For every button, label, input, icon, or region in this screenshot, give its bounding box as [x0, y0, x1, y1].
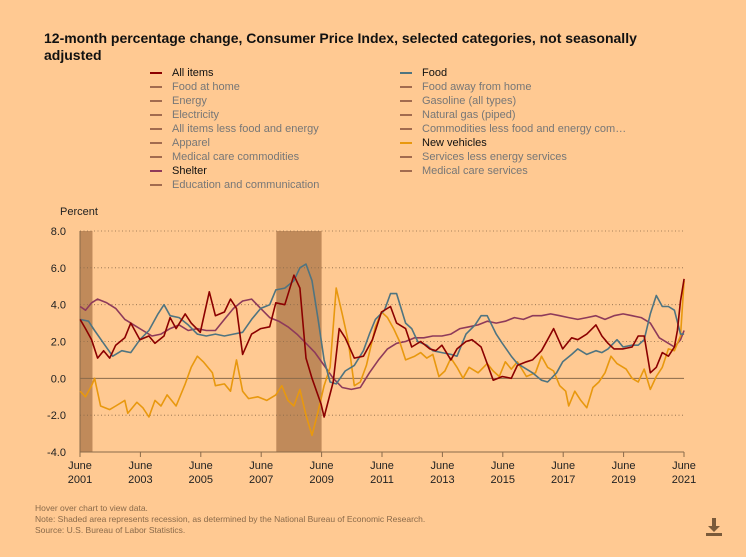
legend-label: Services less energy services — [422, 151, 567, 163]
legend-swatch — [150, 156, 162, 158]
legend-label: All items less food and energy — [172, 123, 319, 135]
x-tick-label-month: June — [370, 460, 394, 472]
footer-source: Source: U.S. Bureau of Labor Statistics. — [35, 525, 186, 535]
legend-item-commodities-less-food-and-energy-com[interactable]: Commodities less food and energy com… — [400, 122, 626, 136]
y-tick-label: 8.0 — [51, 226, 66, 238]
chart-title: 12-month percentage change, Consumer Pri… — [44, 30, 637, 63]
x-tick-label-year: 2021 — [672, 474, 696, 486]
legend-label: Medical care commodities — [172, 151, 300, 163]
y-tick-label: 2.0 — [51, 337, 66, 349]
legend-swatch — [150, 114, 162, 116]
x-tick-label-month: June — [430, 460, 454, 472]
x-tick-label-month: June — [128, 460, 152, 472]
legend-label: Commodities less food and energy com… — [422, 123, 627, 135]
x-tick-label-month: June — [68, 460, 92, 472]
legend-item-energy[interactable]: Energy — [150, 94, 319, 108]
legend-swatch — [150, 86, 162, 88]
legend-item-medical-care-commodities[interactable]: Medical care commodities — [150, 150, 319, 164]
legend-item-medical-care-services[interactable]: Medical care services — [400, 164, 626, 178]
legend-label: Medical care services — [422, 165, 528, 177]
x-tick-label-month: June — [551, 460, 575, 472]
x-tick-label-month: June — [249, 460, 273, 472]
footer-hover-hint: Hover over chart to view data. — [35, 503, 148, 513]
gridlines — [80, 230, 684, 416]
legend-swatch — [150, 72, 162, 74]
legend-label: All items — [172, 67, 214, 79]
x-tick-label-year: 2003 — [128, 474, 152, 486]
legend-column-right: Food Food away from home Gasoline (all typ… — [400, 66, 626, 178]
legend-item-food-at-home[interactable]: Food at home — [150, 80, 319, 94]
x-tick-label-year: 2015 — [491, 474, 515, 486]
legend-swatch — [150, 142, 162, 144]
legend-item-natural-gas-piped[interactable]: Natural gas (piped) — [400, 108, 626, 122]
legend-swatch — [150, 184, 162, 186]
legend-item-food[interactable]: Food — [400, 66, 626, 80]
legend-swatch — [150, 100, 162, 102]
legend-label: Natural gas (piped) — [422, 109, 516, 121]
legend-item-all-items[interactable]: All items — [150, 66, 319, 80]
recession-bands — [80, 231, 322, 452]
y-tick-label: -4.0 — [47, 447, 66, 459]
legend-label: Food at home — [172, 81, 240, 93]
legend-swatch — [150, 170, 162, 172]
legend-swatch — [150, 128, 162, 130]
legend-swatch — [400, 100, 412, 102]
x-tick-label-year: 2005 — [189, 474, 213, 486]
series-line-new-vehicles[interactable] — [79, 280, 685, 437]
line-chart[interactable]: 8.06.04.02.00.0-2.0-4.0June2001June2003J… — [0, 0, 746, 500]
recession-band — [80, 231, 93, 452]
x-tick-label-year: 2011 — [370, 474, 394, 486]
legend-swatch — [400, 156, 412, 158]
legend-swatch — [400, 114, 412, 116]
x-tick-label-year: 2009 — [309, 474, 333, 486]
x-tick-label-year: 2013 — [430, 474, 454, 486]
legend-swatch — [400, 170, 412, 172]
series-line-all-items[interactable] — [79, 274, 685, 418]
series-line-food[interactable] — [79, 263, 685, 385]
legend-label: Food — [422, 67, 448, 79]
x-tick-label-year: 2019 — [611, 474, 635, 486]
legend-column-left: All items Food at home Energy Electricity Al… — [150, 66, 319, 192]
x-tick-label-month: June — [310, 460, 334, 472]
axes: 8.06.04.02.00.0-2.0-4.0June2001June2003J… — [47, 226, 696, 486]
legend-label: New vehicles — [422, 137, 487, 149]
footer-notes: Hover over chart to view data. Note: Sha… — [35, 503, 425, 536]
legend-label: Energy — [172, 95, 207, 107]
x-tick-label-month: June — [612, 460, 636, 472]
series-lines[interactable] — [79, 263, 685, 437]
legend-swatch — [400, 72, 412, 74]
legend-item-gasoline-all-types[interactable]: Gasoline (all types) — [400, 94, 626, 108]
legend-swatch — [400, 142, 412, 144]
y-tick-label: 4.0 — [51, 300, 66, 312]
y-tick-label: -2.0 — [47, 410, 66, 422]
x-tick-label-year: 2007 — [249, 474, 273, 486]
x-tick-label-month: June — [491, 460, 515, 472]
legend-swatch — [400, 128, 412, 130]
x-tick-label-year: 2017 — [551, 474, 575, 486]
legend-label: Apparel — [172, 137, 210, 149]
x-tick-label-year: 2001 — [68, 474, 92, 486]
legend-item-education-and-communication[interactable]: Education and communication — [150, 178, 319, 192]
legend-item-apparel[interactable]: Apparel — [150, 136, 319, 150]
legend-item-all-items-less-food-and-energy[interactable]: All items less food and energy — [150, 122, 319, 136]
legend-item-electricity[interactable]: Electricity — [150, 108, 319, 122]
download-icon[interactable] — [703, 515, 725, 537]
x-tick-label-month: June — [672, 460, 696, 472]
y-tick-label: 0.0 — [51, 373, 66, 385]
legend-item-food-away-from-home[interactable]: Food away from home — [400, 80, 626, 94]
legend-item-shelter[interactable]: Shelter — [150, 164, 319, 178]
legend-label: Shelter — [172, 165, 207, 177]
footer-note: Note: Shaded area represents recession, … — [35, 514, 426, 524]
legend-label: Gasoline (all types) — [422, 95, 517, 107]
legend-label: Food away from home — [422, 81, 532, 93]
legend-swatch — [400, 86, 412, 88]
legend-item-services-less-energy-services[interactable]: Services less energy services — [400, 150, 626, 164]
legend-item-new-vehicles[interactable]: New vehicles — [400, 136, 626, 150]
x-tick-label-month: June — [189, 460, 213, 472]
y-axis-title: Percent — [60, 206, 98, 218]
y-tick-label: 6.0 — [51, 263, 66, 275]
legend-label: Education and communication — [172, 179, 320, 191]
legend-label: Electricity — [172, 109, 220, 121]
